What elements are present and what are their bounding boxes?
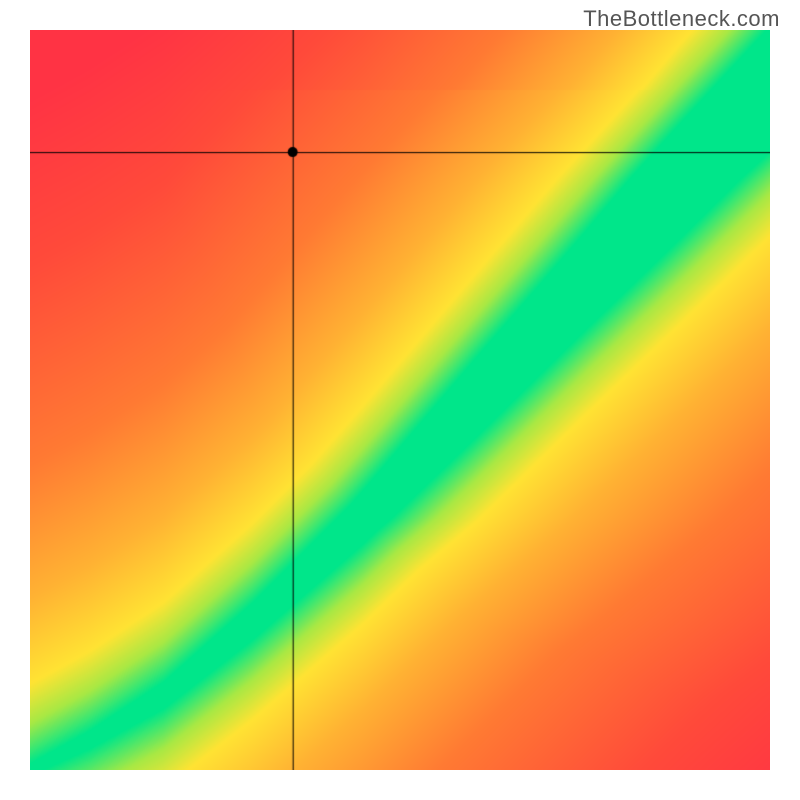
bottleneck-heatmap (30, 30, 770, 770)
heatmap-canvas (30, 30, 770, 770)
watermark-text: TheBottleneck.com (583, 6, 780, 32)
